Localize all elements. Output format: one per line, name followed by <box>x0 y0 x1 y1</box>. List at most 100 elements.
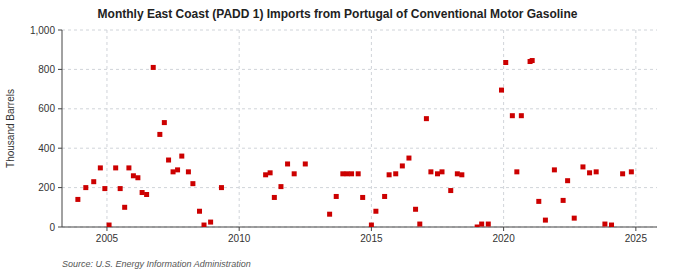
point <box>263 172 268 177</box>
point <box>565 178 570 183</box>
y-tick <box>58 187 62 188</box>
point <box>479 222 484 227</box>
point <box>202 223 207 227</box>
y-tick <box>58 227 62 228</box>
point <box>292 171 297 176</box>
point <box>572 216 577 221</box>
point <box>91 179 96 184</box>
point <box>131 173 136 178</box>
point <box>140 190 145 195</box>
point <box>75 197 80 202</box>
point <box>166 158 171 163</box>
point <box>503 60 508 65</box>
point <box>382 194 387 199</box>
point <box>272 195 277 200</box>
x-grid-line <box>106 30 107 227</box>
point <box>400 163 405 168</box>
x-tick <box>503 227 504 231</box>
y-grid-line <box>62 148 657 149</box>
grid <box>62 30 657 227</box>
point <box>102 186 107 191</box>
point <box>278 184 283 189</box>
y-axis-label: Thousand Barrels <box>5 89 16 168</box>
point <box>113 165 118 170</box>
point <box>413 207 418 212</box>
chart: Monthly East Coast (PADD 1) Imports from… <box>0 0 675 275</box>
y-tick-label: 600 <box>38 103 55 114</box>
point <box>587 170 592 175</box>
point <box>536 199 541 204</box>
title: Monthly East Coast (PADD 1) Imports from… <box>98 7 578 21</box>
x-axis-line <box>62 227 657 228</box>
point <box>175 167 180 172</box>
point <box>349 171 354 176</box>
point <box>334 194 339 199</box>
y-tick <box>58 30 62 31</box>
point <box>369 223 374 227</box>
point <box>356 171 361 176</box>
point <box>107 223 112 227</box>
point <box>345 171 350 176</box>
point <box>208 220 213 225</box>
y-grid-line <box>62 187 657 188</box>
x-grid-line <box>635 30 636 227</box>
point <box>162 120 167 125</box>
point <box>186 169 191 174</box>
x-grid-line <box>239 30 240 227</box>
point <box>594 169 599 174</box>
point <box>126 165 131 170</box>
point <box>171 169 176 174</box>
point <box>219 185 224 190</box>
point <box>179 154 184 159</box>
y-grid-line <box>62 108 657 109</box>
y-tick <box>58 108 62 109</box>
point <box>602 222 607 227</box>
point <box>98 165 103 170</box>
point <box>190 181 195 186</box>
y-grid-line <box>62 227 657 228</box>
point <box>406 156 411 161</box>
point <box>486 222 491 227</box>
point <box>499 88 504 93</box>
point <box>435 171 440 176</box>
point <box>609 223 614 227</box>
point <box>268 170 273 175</box>
point <box>514 169 519 174</box>
x-grid-line <box>503 30 504 227</box>
point <box>440 169 445 174</box>
point <box>285 161 290 166</box>
point <box>629 169 634 174</box>
point <box>552 167 557 172</box>
point <box>580 164 585 169</box>
y-tick-label: 0 <box>49 222 55 233</box>
y-tick-label: 200 <box>38 182 55 193</box>
point <box>122 205 127 210</box>
point <box>510 113 515 118</box>
point <box>530 58 535 63</box>
source-note: Source: U.S. Energy Information Administ… <box>62 259 251 269</box>
x-grid-line <box>371 30 372 227</box>
y-tick-label: 400 <box>38 143 55 154</box>
point <box>83 185 88 190</box>
point <box>459 172 464 177</box>
point <box>393 171 398 176</box>
point <box>197 209 202 214</box>
x-tick-label: 2005 <box>96 233 119 244</box>
point <box>475 225 480 228</box>
x-tick-label: 2010 <box>228 233 251 244</box>
x-tick-label: 2025 <box>625 233 648 244</box>
y-tick-label: 1,000 <box>30 25 55 36</box>
y-axis-line <box>62 30 63 227</box>
x-tick <box>371 227 372 231</box>
point <box>455 171 460 176</box>
x-tick <box>635 227 636 231</box>
y-tick-label: 800 <box>38 64 55 75</box>
y-tick <box>58 148 62 149</box>
point <box>327 212 332 217</box>
y-tick <box>58 69 62 70</box>
point <box>561 198 566 203</box>
point <box>144 192 149 197</box>
point <box>157 132 162 137</box>
point <box>424 116 429 121</box>
point <box>373 209 378 214</box>
